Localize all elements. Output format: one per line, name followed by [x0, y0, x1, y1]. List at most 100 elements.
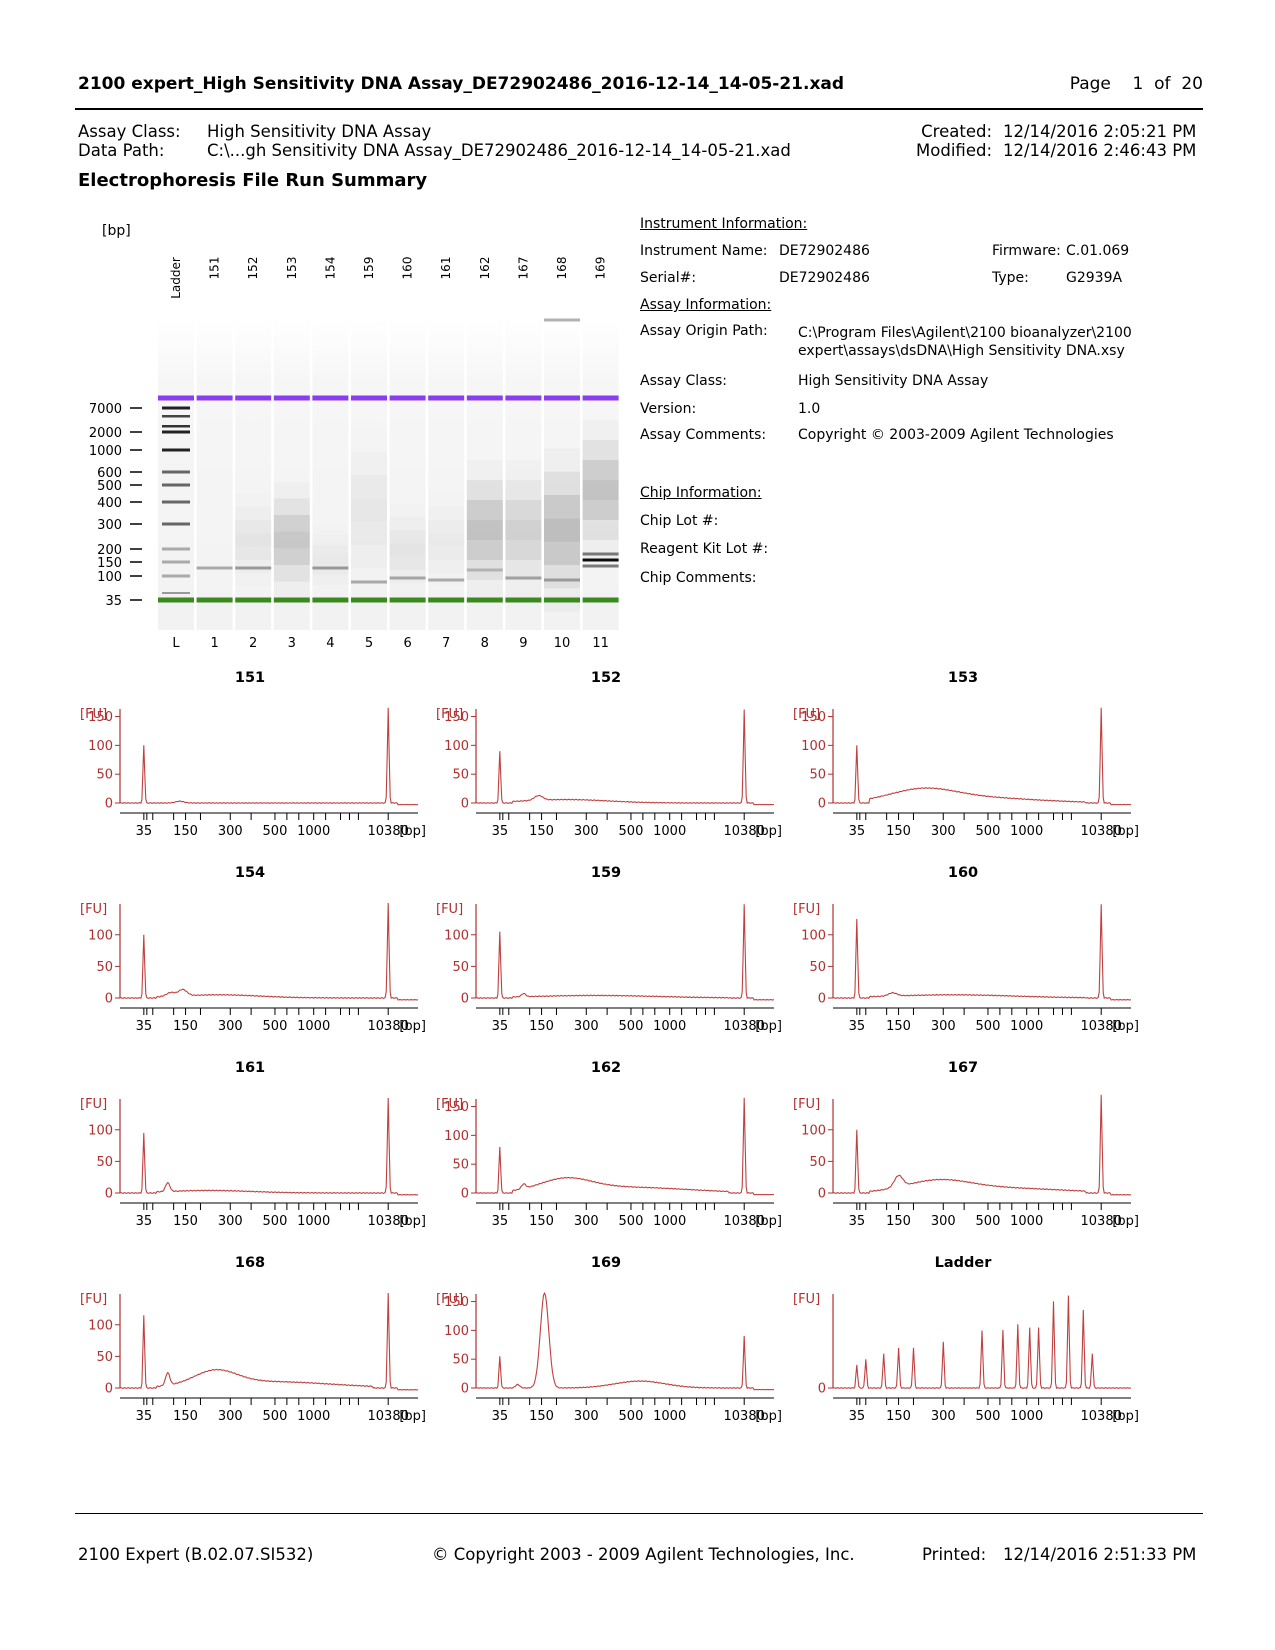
plot-x-tick-label: 10380 — [368, 1019, 409, 1034]
gel-smear — [466, 540, 503, 560]
plot-y-tick-label: 0 — [105, 992, 113, 1007]
serial-value: DE72902486 — [779, 270, 870, 286]
plot-y-tick-label: 100 — [801, 739, 826, 754]
plot-trace — [475, 709, 775, 806]
plot-x-unit: [bp] — [1112, 1409, 1139, 1424]
gel-ladder-band — [162, 483, 190, 487]
gel-ladder-band — [162, 574, 190, 578]
page-of-label: of — [1154, 74, 1171, 94]
gel-smear — [505, 520, 542, 540]
plot-title: 153 — [948, 670, 978, 686]
page-indicator: Page 1 of 20 — [1070, 74, 1203, 94]
page-number: 1 — [1132, 74, 1144, 94]
gel-upper-marker — [158, 395, 194, 401]
gel-lower-marker — [389, 597, 426, 603]
gel-lane-names: Ladder 151 152 153 154 159 160 161 162 167 168 169 — [169, 257, 608, 299]
gel-lower-marker — [428, 597, 465, 603]
footer-printed-label: Printed: — [922, 1545, 987, 1564]
gel-upper-marker — [505, 395, 542, 401]
assay-comments-value: Copyright © 2003-2009 Agilent Technologi… — [798, 427, 1114, 443]
plot-x-tick-label: 500 — [619, 824, 644, 839]
gel-smear — [351, 498, 387, 522]
gel-smear — [544, 448, 580, 471]
gel-lane — [312, 320, 349, 630]
plot-y-unit: [FU] — [793, 902, 820, 917]
plot-x-tick-label: 35 — [136, 1409, 153, 1424]
gel-smear — [389, 556, 426, 570]
plot-trace — [832, 707, 1132, 806]
gel-lower-marker — [196, 597, 233, 603]
gel-upper-marker — [466, 395, 503, 401]
plot-y-tick-label: 0 — [105, 1187, 113, 1202]
plot-y-tick-label: 100 — [88, 1318, 113, 1333]
plot-x-tick-label: 500 — [263, 1409, 288, 1424]
gel-lane-background — [544, 320, 580, 630]
gel-smear — [467, 460, 503, 480]
gel-lane-number: 2 — [249, 636, 257, 651]
gel-lane-number: L — [172, 636, 180, 651]
gel-smear — [466, 480, 503, 500]
gel-smear — [390, 517, 426, 530]
version-value: 1.0 — [798, 401, 821, 417]
plot-x-tick-label: 1000 — [297, 1214, 330, 1229]
gel-smear — [351, 452, 387, 475]
gel-ladder-band — [162, 522, 190, 526]
plot-y-tick-label: 50 — [809, 768, 826, 783]
gel-smear — [235, 573, 271, 586]
section-title: Electrophoresis File Run Summary — [78, 170, 428, 191]
gel-smear — [390, 583, 426, 596]
plot-x-tick-label: 1000 — [653, 824, 686, 839]
plot-y-tick-label: 0 — [461, 1382, 469, 1397]
plot-x-tick-label: 300 — [574, 1019, 599, 1034]
plot-y-tick-label: 150 — [801, 710, 826, 725]
plot-x-tick-label: 1000 — [1010, 1214, 1043, 1229]
plot-y-unit: [FU] — [793, 1097, 820, 1112]
plot-y-tick-label: 50 — [809, 1155, 826, 1170]
electropherogram-159: 159 [FU] 0 50 100 35 150 300 500 1000 10380[bp] — [436, 865, 782, 1034]
plot-title: Ladder — [935, 1255, 993, 1271]
gel-smear — [505, 540, 542, 560]
plot-y-tick-label: 0 — [461, 992, 469, 1007]
gel-ladder-label: 2000 — [89, 426, 122, 441]
electropherogram-ladder: Ladder [FU] 0 35 150 300 500 1000 10380[bp] — [793, 1255, 1139, 1424]
gel-lower-marker — [544, 597, 580, 603]
plot-x-tick-label: 500 — [976, 824, 1001, 839]
plot-x-tick-label: 150 — [173, 1409, 198, 1424]
gel-lane-name: 168 — [555, 257, 569, 280]
plot-y-unit: [FU] — [436, 1292, 463, 1307]
gel-unit-label: [bp] — [102, 223, 131, 239]
plot-trace — [119, 1097, 419, 1196]
electropherogram-162: 162 [FU] 0 50 100 150 35 150 300 500 1000 10380[bp] — [436, 1060, 782, 1229]
gel-lanes — [158, 318, 619, 630]
gel-smear — [428, 560, 464, 573]
gel-smear — [312, 575, 348, 585]
plot-y-tick-label: 0 — [818, 1187, 826, 1202]
gel-sample-band — [466, 568, 503, 572]
plot-x-tick-label: 10380 — [368, 1409, 409, 1424]
plot-x-tick-label: 150 — [529, 1214, 554, 1229]
plot-x-tick-label: 35 — [136, 1214, 153, 1229]
plot-y-tick-label: 50 — [96, 1350, 113, 1365]
plot-y-tick-label: 50 — [452, 1353, 469, 1368]
gel-smear — [505, 580, 541, 600]
plot-x-tick-label: 10380 — [368, 1214, 409, 1229]
plot-x-tick-label: 1000 — [297, 1409, 330, 1424]
gel-smear — [505, 500, 542, 520]
plot-y-tick-label: 50 — [96, 960, 113, 975]
gel-smear — [312, 555, 349, 565]
gel-smear — [351, 568, 387, 591]
plot-x-tick-label: 1000 — [297, 1019, 330, 1034]
plot-trace — [475, 904, 775, 1001]
gel-smear — [466, 520, 503, 540]
gel-lower-marker — [582, 597, 619, 603]
plot-x-tick-label: 300 — [574, 824, 599, 839]
electropherogram-160: 160 [FU] 0 50 100 35 150 300 500 1000 10380[bp] — [793, 865, 1139, 1034]
plot-x-tick-label: 300 — [218, 824, 243, 839]
plot-x-tick-label: 10380 — [1081, 1409, 1122, 1424]
gel-lane — [505, 320, 542, 630]
gel-smear — [544, 541, 580, 565]
gel-smear — [351, 475, 387, 498]
plot-x-tick-label: 500 — [619, 1214, 644, 1229]
assay-origin-line1: C:\Program Files\Agilent\2100 bioanalyze… — [798, 325, 1132, 341]
plot-y-unit: [FU] — [793, 707, 820, 722]
